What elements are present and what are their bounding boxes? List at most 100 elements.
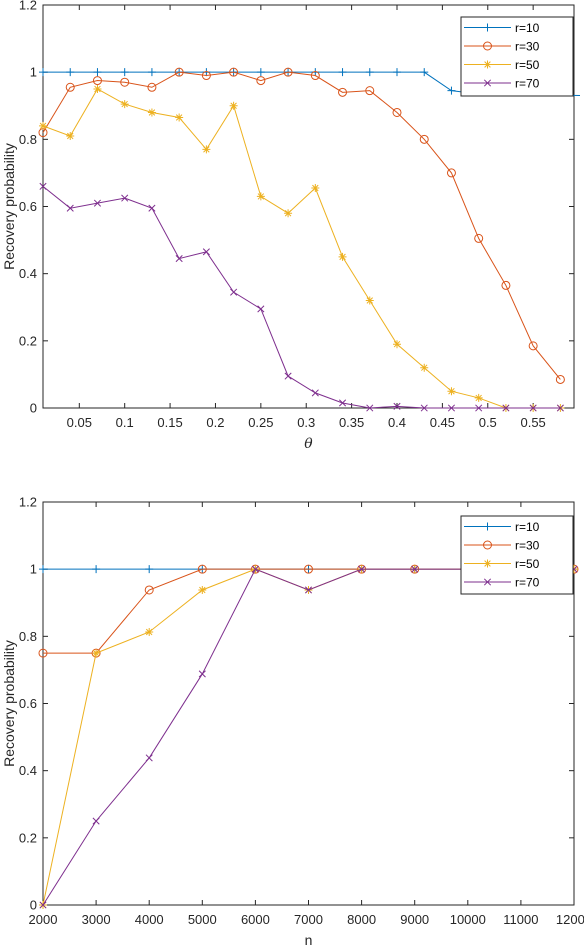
data-point-r30 [92, 76, 102, 86]
x-tick-label: 11000 [503, 912, 538, 927]
data-point-r50 [256, 192, 265, 201]
data-point-r70 [251, 565, 259, 573]
data-point-r50 [393, 340, 401, 349]
data-point-r10 [420, 68, 429, 77]
y-tick-label: 1 [30, 562, 37, 577]
legend-item-r10: r=10 [464, 520, 540, 534]
x-tick-label: 5000 [188, 912, 217, 927]
legend-label: r=50 [515, 58, 540, 72]
data-point-r10 [365, 68, 374, 77]
x-tick-label: 0.45 [430, 415, 455, 430]
legend-item-r30: r=30 [464, 539, 540, 553]
legend-marker [483, 60, 492, 69]
data-point-r70 [148, 204, 156, 212]
y-tick-label: 0.8 [19, 132, 37, 147]
series-line-r50 [42, 88, 561, 409]
data-point-r50 [311, 184, 320, 193]
data-point-r10 [120, 68, 129, 77]
data-point-r10 [92, 565, 101, 574]
data-point-r70 [475, 404, 483, 412]
data-point-r10 [39, 565, 47, 574]
data-point-r70 [338, 399, 347, 407]
legend-label: r=10 [515, 520, 540, 534]
legend-marker [483, 522, 492, 531]
x-tick-label: 0.55 [520, 415, 545, 430]
legend-label: r=10 [515, 21, 540, 35]
data-point-r50 [175, 113, 184, 122]
series-line-r10 [43, 71, 580, 96]
data-point-r30 [201, 71, 211, 81]
data-point-r70 [198, 670, 206, 678]
x-tick-label: 9000 [400, 912, 429, 927]
data-point-r30 [310, 71, 320, 81]
x-tick-label: 0.05 [67, 415, 92, 430]
legend-marker [483, 79, 492, 87]
legend-item-r10: r=10 [464, 21, 540, 35]
chart-theta: 0.05 0.1 0.15 0.2 0.25 0.3 0.35 0.4 0.45 0.5 0.55 0… [1, 0, 580, 452]
legend-marker [483, 41, 492, 51]
data-point-r30 [120, 77, 130, 87]
data-point-r30 [144, 585, 154, 595]
data-point-r70 [92, 817, 100, 825]
data-point-r10 [145, 565, 154, 574]
data-point-r70 [311, 389, 319, 397]
x-tick-label: 0.15 [157, 415, 182, 430]
data-point-r70 [284, 372, 292, 380]
data-point-r70 [393, 402, 401, 410]
data-point-r50 [365, 296, 374, 305]
data-point-r70 [529, 404, 537, 412]
x-axis-label: n [305, 932, 313, 948]
data-point-r70 [66, 204, 74, 212]
legend-marker [483, 559, 492, 568]
data-point-r50 [147, 108, 156, 117]
data-point-r10 [147, 68, 156, 77]
y-tick-label: 0 [30, 401, 37, 416]
x-tick-label: 2000 [29, 912, 58, 927]
data-point-r50 [145, 627, 154, 636]
series-group [38, 67, 580, 412]
data-point-r50 [66, 131, 75, 140]
data-point-r70 [175, 255, 183, 263]
y-tick-label: 0.4 [19, 763, 37, 778]
legend-label: r=70 [515, 77, 540, 91]
x-tick-label: 3000 [82, 912, 111, 927]
data-point-r50 [198, 585, 207, 594]
legend-marker [483, 540, 492, 550]
y-tick-label: 1.2 [19, 495, 37, 510]
data-point-r30 [528, 341, 538, 351]
data-point-r70 [230, 288, 238, 296]
data-point-r10 [393, 68, 401, 77]
y-tick-label: 0.8 [19, 629, 37, 644]
y-tick-label: 0.2 [19, 333, 37, 348]
data-point-r30 [446, 168, 456, 178]
data-point-r70 [502, 404, 510, 412]
y-tick-label: 1 [30, 65, 37, 80]
legend-box [460, 515, 574, 595]
data-point-r70 [358, 565, 366, 573]
data-point-r10 [256, 68, 265, 77]
data-point-r10 [338, 68, 347, 77]
data-point-r70 [556, 404, 564, 412]
y-tick-label: 1.2 [19, 0, 37, 13]
x-tick-label: 0.1 [116, 415, 134, 430]
y-tick-label: 0.4 [19, 266, 37, 281]
x-tick-label: 7000 [294, 912, 323, 927]
data-point-r30 [365, 86, 375, 96]
x-tick-label: 0.3 [297, 415, 315, 430]
data-point-r30 [65, 82, 75, 92]
data-point-r50 [202, 145, 211, 154]
x-tick-label: 0.5 [479, 415, 497, 430]
legend-label: r=70 [515, 576, 540, 590]
series-line-r30 [42, 71, 561, 380]
data-point-r70 [202, 248, 210, 256]
x-tick-label: 0.2 [206, 415, 224, 430]
data-point-r70 [257, 305, 265, 313]
data-point-r30 [474, 233, 484, 243]
data-point-r70 [447, 404, 456, 412]
data-point-r70 [39, 901, 47, 909]
x-tick-label: 0.25 [248, 415, 273, 430]
data-point-r70 [411, 565, 419, 573]
data-point-r30 [197, 564, 207, 574]
legend-label: r=50 [515, 557, 540, 571]
